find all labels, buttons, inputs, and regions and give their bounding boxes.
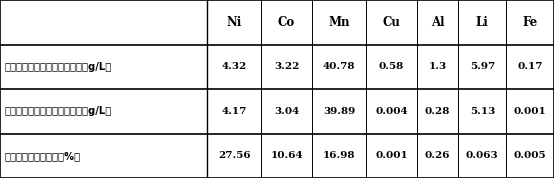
- Text: 0.001: 0.001: [375, 151, 408, 160]
- Text: Mn: Mn: [329, 16, 350, 29]
- Text: 含镖鑴锶金属离子的第一滤液（g/L）: 含镖鑴锶金属离子的第一滤液（g/L）: [4, 62, 112, 72]
- Text: Al: Al: [431, 16, 444, 29]
- Text: Ni: Ni: [227, 16, 242, 29]
- Text: 0.001: 0.001: [514, 107, 546, 116]
- Text: 16.98: 16.98: [323, 151, 355, 160]
- Text: 0.26: 0.26: [425, 151, 450, 160]
- Text: Co: Co: [278, 16, 295, 29]
- Text: Fe: Fe: [522, 16, 538, 29]
- Text: 39.89: 39.89: [323, 107, 355, 116]
- Text: 镖鑴锶三元氢氧化物（%）: 镖鑴锶三元氢氧化物（%）: [4, 151, 80, 161]
- Text: 5.97: 5.97: [470, 62, 495, 71]
- Text: 3.04: 3.04: [274, 107, 299, 116]
- Text: 0.58: 0.58: [379, 62, 404, 71]
- Text: 0.17: 0.17: [517, 62, 543, 71]
- Text: 4.32: 4.32: [222, 62, 247, 71]
- Text: Li: Li: [476, 16, 489, 29]
- Text: 0.005: 0.005: [514, 151, 546, 160]
- Text: 5.13: 5.13: [470, 107, 495, 116]
- Text: 0.28: 0.28: [425, 107, 450, 116]
- Text: 10.64: 10.64: [270, 151, 303, 160]
- Text: Cu: Cu: [383, 16, 401, 29]
- Text: 40.78: 40.78: [323, 62, 355, 71]
- Text: 0.063: 0.063: [466, 151, 499, 160]
- Text: 0.004: 0.004: [375, 107, 408, 116]
- Text: 3.22: 3.22: [274, 62, 299, 71]
- Text: 1.3: 1.3: [429, 62, 447, 71]
- Text: 4.17: 4.17: [222, 107, 247, 116]
- Text: 含镖鑴锶金属离子的第三滤液（g/L）: 含镖鑴锶金属离子的第三滤液（g/L）: [4, 106, 112, 116]
- Text: 27.56: 27.56: [218, 151, 250, 160]
